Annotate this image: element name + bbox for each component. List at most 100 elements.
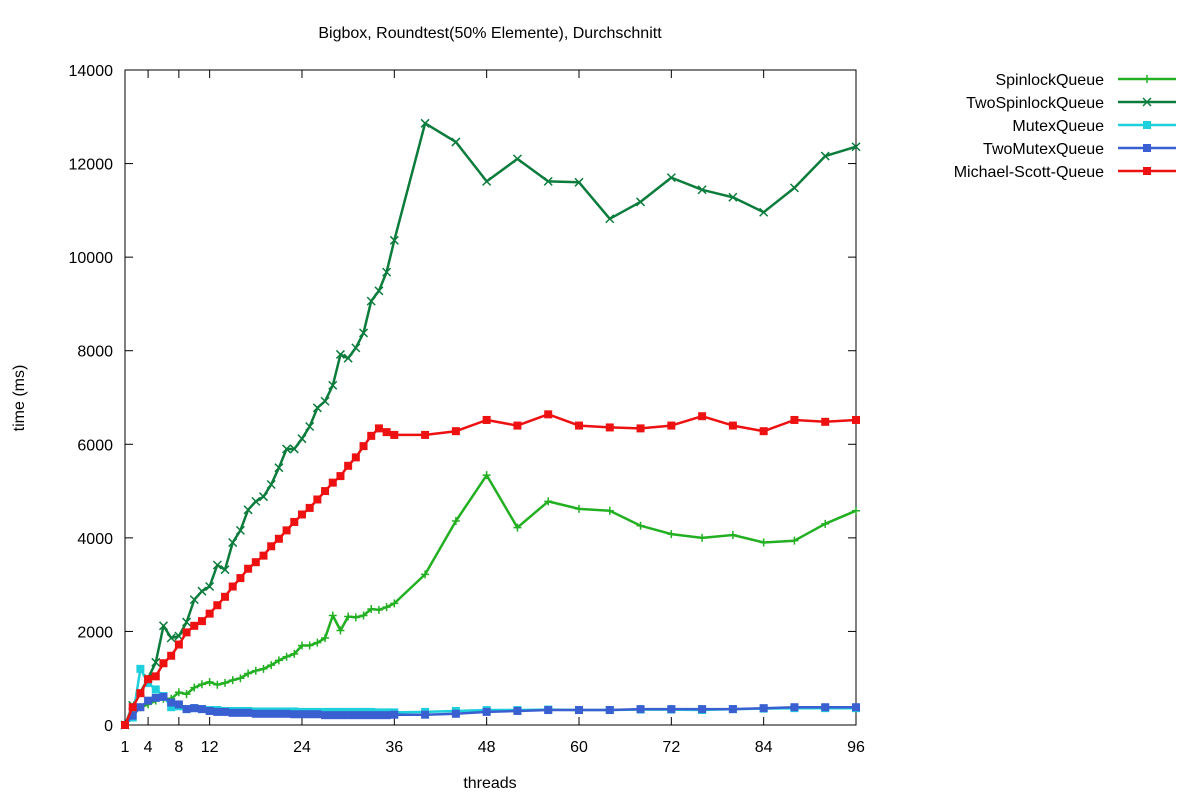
data-point bbox=[182, 617, 192, 627]
data-point bbox=[189, 595, 199, 605]
data-point bbox=[236, 708, 245, 717]
data-point bbox=[451, 427, 460, 436]
data-point bbox=[259, 551, 268, 560]
x-axis-label: threads bbox=[463, 775, 516, 792]
data-point bbox=[236, 674, 245, 683]
data-point bbox=[228, 676, 237, 685]
data-point bbox=[821, 703, 830, 712]
data-point bbox=[482, 176, 492, 186]
data-point bbox=[382, 428, 391, 437]
data-point bbox=[251, 709, 260, 718]
data-point bbox=[235, 525, 245, 535]
data-point bbox=[852, 415, 860, 424]
data-point bbox=[759, 538, 768, 547]
x-tick-label: 96 bbox=[847, 739, 865, 756]
data-point bbox=[574, 177, 584, 187]
data-point bbox=[421, 710, 430, 719]
data-point bbox=[166, 633, 176, 643]
data-point bbox=[259, 709, 268, 718]
data-point bbox=[852, 506, 860, 515]
data-point bbox=[697, 185, 707, 195]
data-point bbox=[174, 700, 183, 709]
data-point bbox=[197, 680, 206, 689]
data-point bbox=[136, 664, 145, 673]
data-point bbox=[667, 705, 676, 714]
x-tick-label: 12 bbox=[201, 739, 219, 756]
data-point bbox=[321, 711, 330, 720]
data-point bbox=[374, 424, 383, 433]
data-point bbox=[336, 626, 345, 635]
data-point bbox=[213, 601, 222, 610]
series-line-twospinlockqueue bbox=[123, 122, 857, 726]
data-point bbox=[574, 504, 583, 513]
axis-ticks bbox=[124, 69, 857, 726]
data-point bbox=[820, 151, 830, 161]
data-point bbox=[382, 603, 391, 612]
data-point bbox=[451, 137, 461, 147]
series-line-spinlockqueue bbox=[123, 473, 857, 726]
legend-label: MutexQueue bbox=[1012, 118, 1104, 135]
data-point bbox=[374, 605, 383, 614]
data-point bbox=[258, 492, 269, 502]
data-point bbox=[389, 235, 399, 245]
data-point bbox=[158, 621, 169, 631]
legend-label: Michael-Scott-Queue bbox=[954, 164, 1104, 181]
legend-swatch-marker bbox=[1142, 97, 1152, 107]
data-point bbox=[236, 574, 245, 583]
data-point bbox=[605, 214, 615, 224]
data-point bbox=[367, 604, 376, 613]
data-point bbox=[190, 704, 199, 713]
data-point bbox=[667, 530, 676, 539]
data-point bbox=[420, 118, 430, 128]
data-point bbox=[698, 533, 707, 542]
legend-label: TwoMutexQueue bbox=[983, 141, 1104, 158]
data-point bbox=[759, 427, 768, 436]
y-tick-label: 10000 bbox=[69, 250, 114, 267]
data-point bbox=[282, 709, 291, 718]
data-point bbox=[282, 526, 291, 535]
data-point bbox=[182, 628, 191, 637]
data-point bbox=[305, 710, 314, 719]
x-tick-label: 60 bbox=[570, 739, 588, 756]
data-point bbox=[136, 689, 145, 698]
data-point bbox=[544, 706, 553, 715]
legend: SpinlockQueue TwoSpinlockQueue MutexQueue T… bbox=[954, 72, 1176, 181]
data-point bbox=[344, 711, 353, 720]
series-twospinlockqueue bbox=[120, 118, 861, 730]
x-tick-label: 1 bbox=[121, 739, 130, 756]
data-point bbox=[344, 612, 353, 621]
data-point bbox=[182, 690, 191, 699]
data-point bbox=[512, 154, 522, 164]
data-point bbox=[543, 176, 553, 186]
data-point bbox=[482, 707, 491, 716]
data-point bbox=[212, 560, 222, 570]
data-point bbox=[390, 710, 399, 719]
data-point bbox=[321, 633, 330, 642]
data-point bbox=[851, 142, 861, 152]
data-point bbox=[297, 434, 307, 444]
data-point bbox=[251, 666, 260, 675]
data-point bbox=[267, 709, 276, 718]
data-point bbox=[290, 710, 299, 719]
data-point bbox=[382, 711, 391, 720]
data-point bbox=[197, 586, 207, 596]
data-point bbox=[328, 478, 337, 487]
data-point bbox=[151, 672, 160, 681]
data-point bbox=[605, 423, 614, 432]
data-point bbox=[213, 680, 222, 689]
legend-swatch-marker bbox=[1143, 75, 1151, 83]
data-point bbox=[343, 353, 353, 363]
y-tick-label: 8000 bbox=[77, 344, 113, 361]
legend-item-mutexqueue: MutexQueue bbox=[1012, 118, 1176, 135]
plot-frame bbox=[124, 69, 857, 726]
data-point bbox=[274, 709, 283, 718]
data-point bbox=[274, 534, 283, 543]
data-point bbox=[274, 463, 284, 473]
data-point bbox=[451, 517, 460, 526]
data-point bbox=[421, 430, 430, 439]
data-point bbox=[382, 267, 392, 277]
data-point bbox=[305, 641, 314, 650]
data-point bbox=[790, 703, 799, 712]
data-point bbox=[790, 415, 799, 424]
